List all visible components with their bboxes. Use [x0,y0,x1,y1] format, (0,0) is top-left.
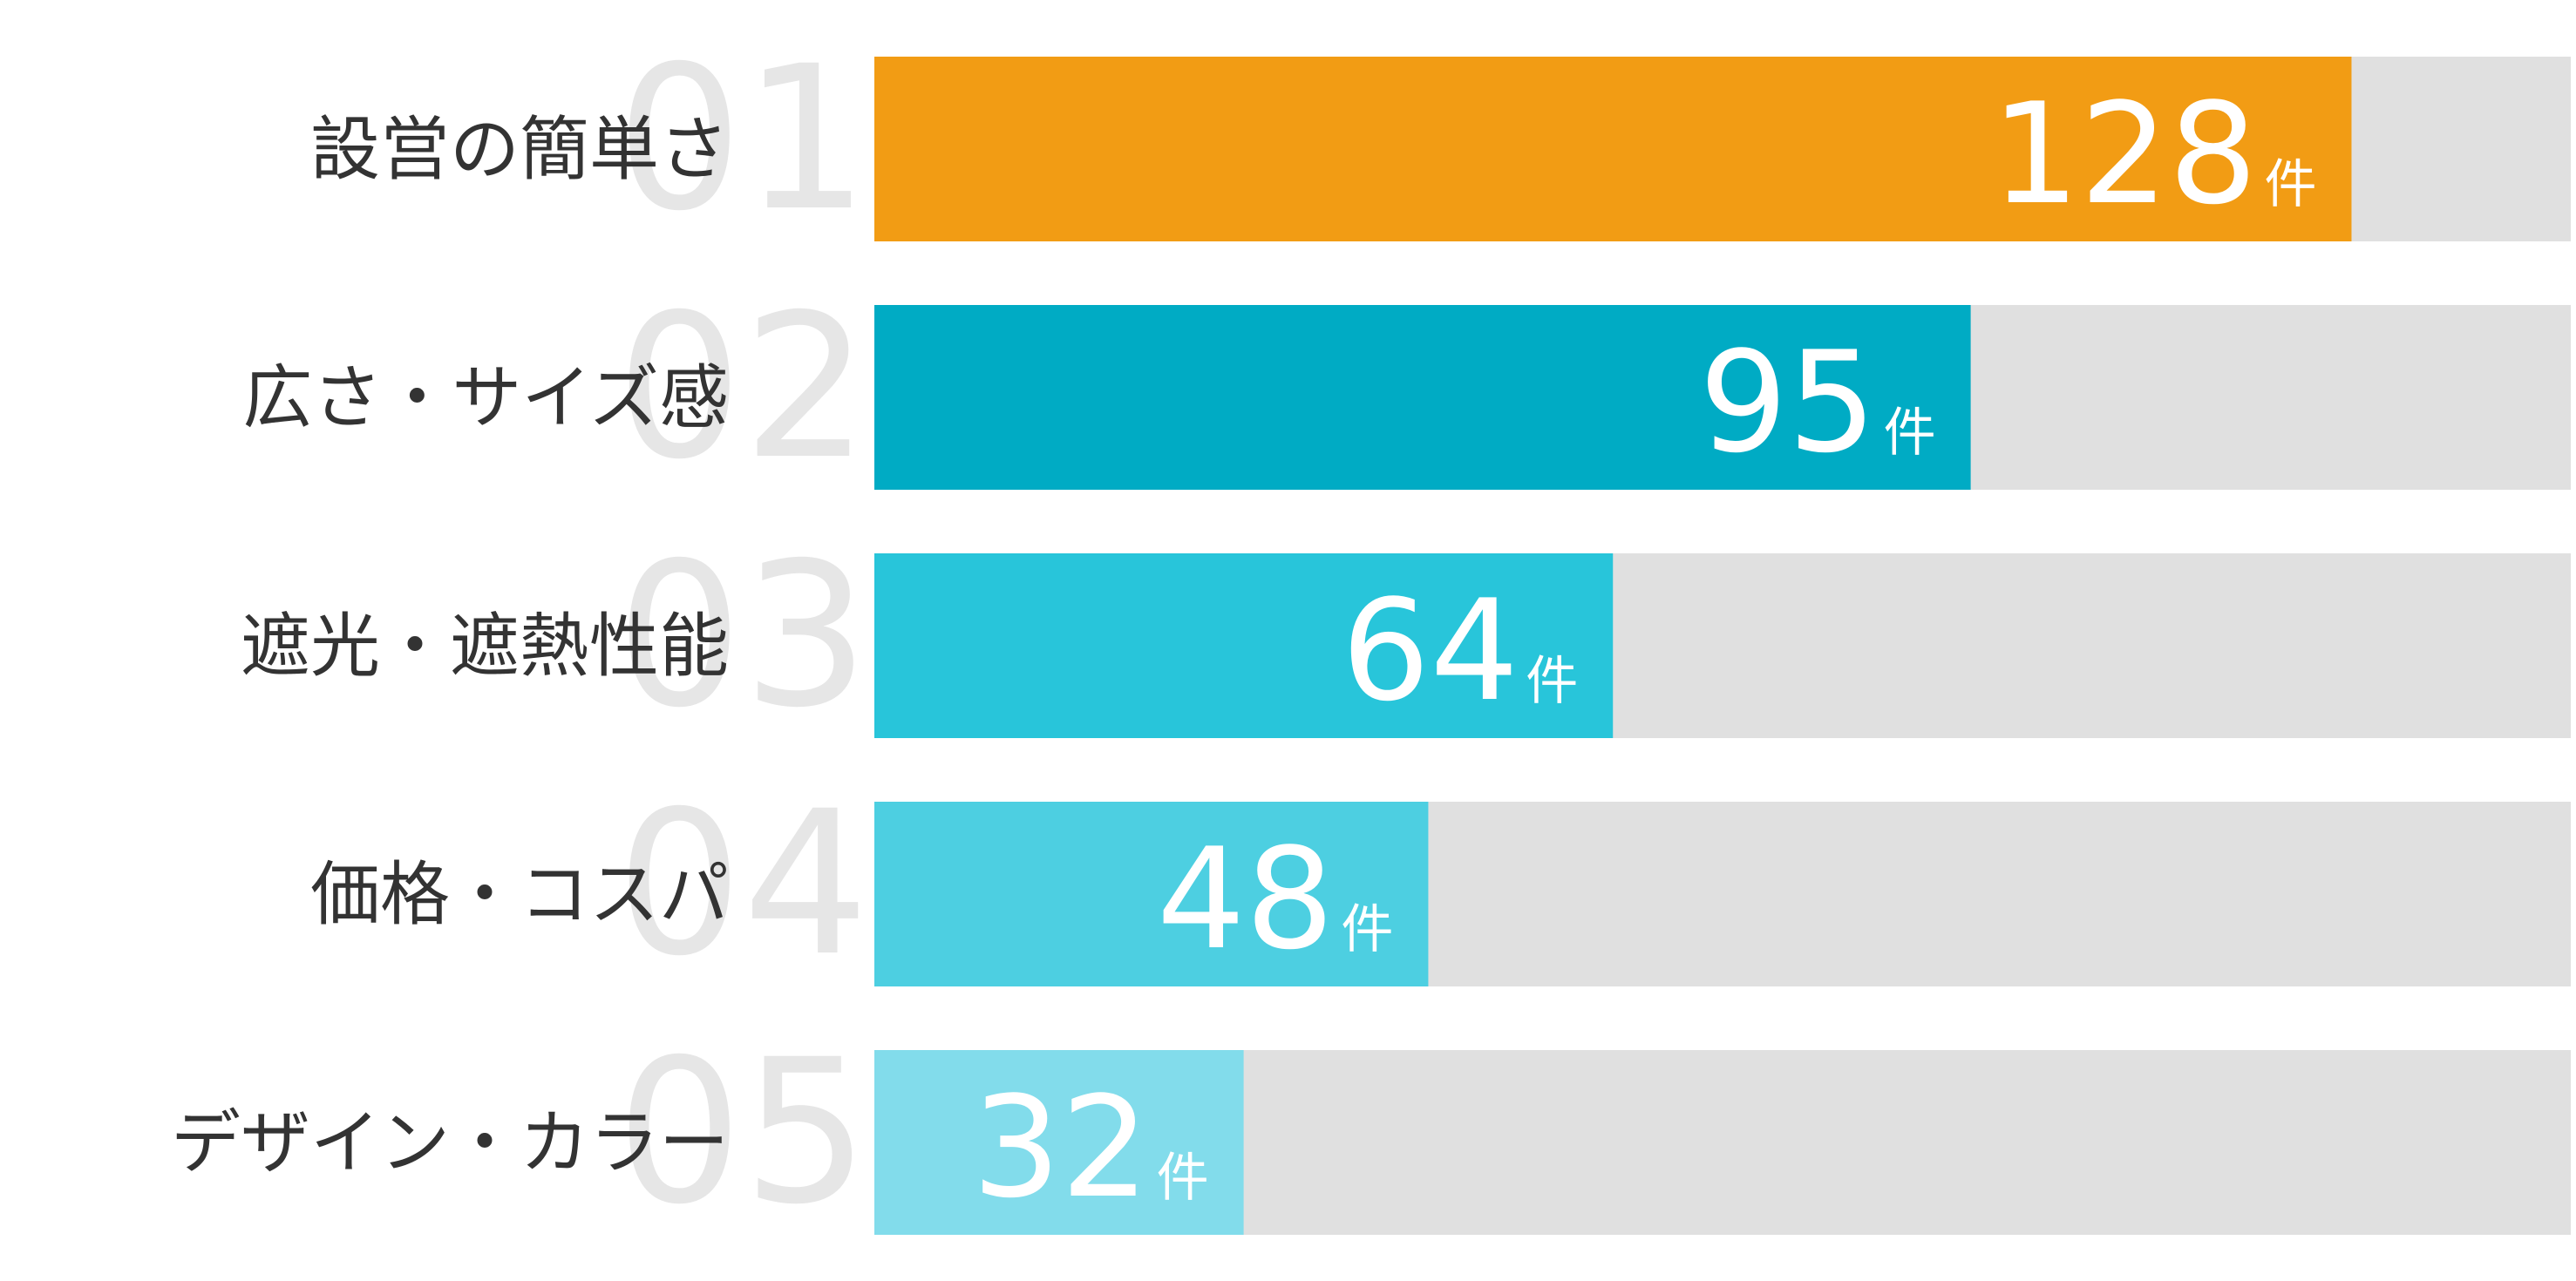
value-number: 32 [972,1066,1150,1229]
value-number: 95 [1699,321,1877,484]
bar [874,553,1614,738]
value-unit: 件 [1341,899,1393,960]
rank-number: 02 [616,271,869,503]
bar [874,305,1971,490]
value-label: 64 件 [1342,569,1579,732]
value-number: 48 [1157,817,1335,980]
rank-number: 03 [616,519,869,751]
rank-number: 04 [616,768,869,1000]
value-label: 32 件 [972,1066,1209,1229]
bar [874,57,2352,241]
rank-number: 01 [616,23,869,254]
value-label: 128 件 [1991,72,2316,235]
category-label: 設営の簡単さ [310,109,729,190]
value-unit: 件 [1526,651,1578,712]
category-label: 価格・コスパ [310,854,729,935]
value-label: 48 件 [1157,817,1394,980]
value-number: 64 [1342,569,1519,732]
bar [874,802,1429,986]
value-label: 95 件 [1699,321,1936,484]
category-label: 広さ・サイズ感 [242,357,729,438]
category-label: デザイン・カラー [171,1102,729,1183]
value-number: 128 [1991,72,2257,235]
value-unit: 件 [1157,1148,1209,1209]
bar [874,1050,1244,1235]
value-unit: 件 [1884,403,1936,464]
category-label: 遮光・遮熱性能 [241,606,729,687]
value-unit: 件 [2264,154,2316,215]
rank-number: 05 [616,1016,869,1248]
